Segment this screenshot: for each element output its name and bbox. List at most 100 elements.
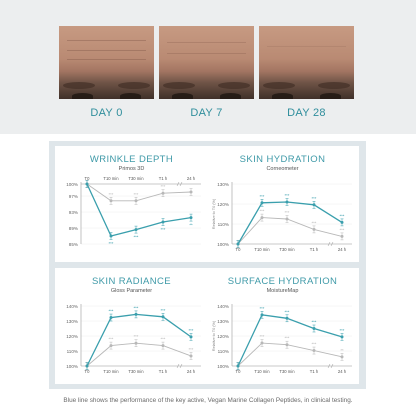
chart-panel-surface-hydration: SURFACE HYDRATION MoistureMap 140% 130% 12… [206,268,359,384]
x-tick-label: T1 h [159,369,168,374]
active-point [312,327,316,330]
placebo-point [260,341,264,345]
significance-label: *** [134,235,139,240]
axis-break [176,181,180,187]
axis-break [327,241,331,247]
axis-break [179,181,183,187]
y-tick-label: 89% [69,226,78,231]
active-point [134,312,138,316]
significance-label: *** [189,328,194,333]
y-tick-label: 130% [66,319,78,324]
active-point [285,316,289,320]
x-tick-label: T30 min [279,369,295,374]
forehead-photo-day-0 [59,26,154,99]
x-tick-label: 24 h [187,176,196,181]
significance-label: *** [161,227,166,232]
significance-label: *** [285,309,290,314]
x-tick-label: T1 h [310,369,319,374]
chart-title: WRINKLE DEPTH [89,154,174,165]
axis-break [330,241,334,247]
y-tick-label: 110% [218,349,229,354]
placebo-point [340,234,344,238]
placebo-point [189,354,193,358]
x-tick-label: T1 h [310,247,319,252]
active-point [161,315,165,319]
y-tick-label: 120% [66,334,78,339]
day-label-28: DAY 28 [287,107,326,119]
placebo-series-line [86,183,192,202]
chart-subtitle: Corneometer [266,166,299,172]
active-series-line [86,313,192,367]
placebo-point [340,355,344,359]
x-tick-label: T30 min [279,247,295,252]
x-tick-label: T10 min [254,369,270,374]
active-point [340,220,344,224]
y-tick-label: 140% [217,304,229,309]
placebo-point [312,227,316,231]
active-point [260,201,264,205]
y-tick-label: 110% [67,349,78,354]
forehead-photo-day-7 [159,26,254,99]
y-tick-label: 140% [66,304,78,309]
x-tick-label: T10 min [254,247,270,252]
axis-break [327,363,331,369]
y-tick-label: 120% [217,202,229,207]
chart-subtitle: Primos 3D [118,166,145,172]
y-tick-label: 93% [69,210,78,215]
x-tick-label: T0 [85,369,91,374]
x-tick-label: T30 min [128,369,144,374]
significance-label: *** [260,209,265,214]
chart-title: SURFACE HYDRATION [227,276,338,287]
significance-label: *** [134,305,139,310]
placebo-point [161,344,165,348]
y-tick-label: 120% [217,334,229,339]
x-tick-label: 24 h [338,369,347,374]
day-label-7: DAY 7 [190,107,223,119]
active-point [161,220,165,224]
significance-label: *** [189,347,194,352]
x-tick-label: T0 [85,176,91,181]
significance-label: ** [340,348,344,353]
placebo-point [285,343,289,347]
active-point [260,313,264,317]
y-tick-label: 130% [217,182,229,187]
significance-label: *** [109,309,114,314]
x-tick-label: T0 [236,247,242,252]
footnote: Blue line shows the performance of the k… [63,397,353,404]
significance-label: *** [285,193,290,198]
significance-label: *** [285,336,290,341]
placebo-point [189,190,193,194]
significance-label: *** [161,337,166,342]
y-tick-label: 130% [217,319,229,324]
significance-label: *** [134,192,139,197]
significance-label: *** [285,210,290,215]
skin-radiance-chart: 140% 130% 120% 110% 100% T0 T10 min T30 min T1 h… [66,304,201,374]
significance-label: *** [260,306,265,311]
active-point [134,228,138,232]
chart-panel-wrinkle-depth: WRINKLE DEPTH Primos 3D 100% 97% 93% 89% 85%… [55,146,208,262]
significance-label: *** [260,194,265,199]
active-point [189,216,193,220]
active-point [85,182,89,186]
placebo-series-line [237,217,343,245]
active-series-line [237,314,343,367]
active-point [109,316,113,320]
significance-label: *** [312,342,317,347]
chart-panel-skin-radiance: SKIN RADIANCE Gloss Parameter 140% 130% 12… [55,268,208,384]
chart-title: SKIN RADIANCE [91,276,172,287]
axis-break [330,363,334,369]
active-point [109,234,113,238]
y-tick-label: 97% [69,194,78,199]
wrinkle-depth-chart: 100% 97% 93% 89% 85% T0 T10 min T30 min T1 h 24 h… [66,176,201,247]
x-tick-label: T30 min [128,176,144,181]
y-tick-label: 100% [217,242,229,247]
active-point [312,203,316,207]
significance-label: *** [340,328,345,333]
x-tick-label: T1 h [159,176,168,181]
significance-label: *** [340,227,345,232]
y-tick-label: 100% [66,364,78,369]
placebo-point [312,349,316,353]
active-point [189,335,193,339]
placebo-point [260,216,264,220]
x-tick-label: T10 min [103,176,119,181]
